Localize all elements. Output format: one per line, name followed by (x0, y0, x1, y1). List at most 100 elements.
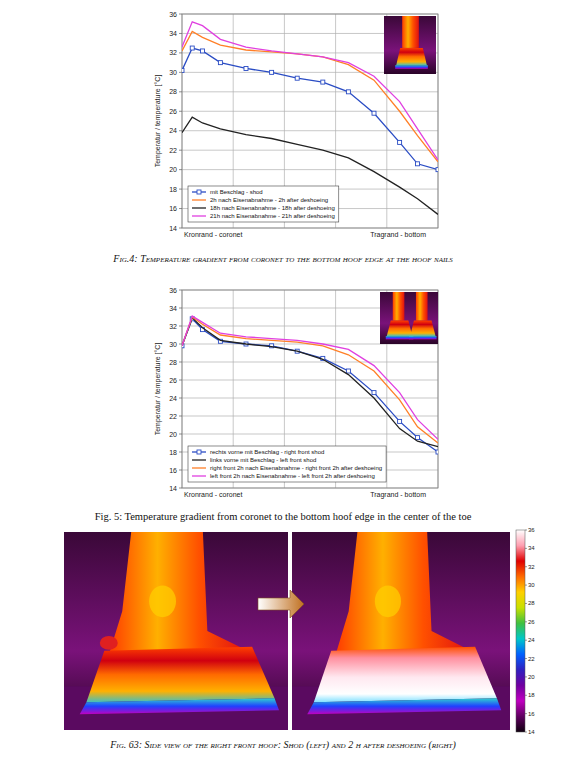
inset-thermal (384, 16, 436, 74)
tick-label: 28 (169, 88, 177, 95)
tick-mark (179, 130, 182, 131)
series-marker (200, 49, 204, 53)
series-marker (346, 369, 350, 373)
thermal-photo (292, 532, 510, 730)
tick-label: 34 (169, 30, 177, 37)
tick-mark (179, 290, 182, 291)
inset-rim (395, 65, 428, 68)
tick-label: 22 (169, 413, 177, 420)
tick-label: 26 (169, 377, 177, 384)
legend-swatch (192, 199, 206, 200)
chart: 141618202224262830323436Temperatur / tem… (154, 11, 440, 240)
series-line (182, 32, 438, 162)
colorbar-tick (525, 676, 527, 677)
axis-end-label: Tragrand - bottom (370, 491, 426, 499)
tick-mark (179, 326, 182, 327)
tick-mark (179, 470, 182, 471)
colorbar-tick (525, 695, 527, 696)
caption: Fig. 63: Side view of the right front ho… (109, 739, 456, 751)
tick-label: 24 (169, 395, 177, 402)
inset-hoof (410, 321, 436, 337)
axis-end-label: Kronrand - coronet (184, 491, 242, 498)
photo-tendon (149, 585, 176, 617)
legend-swatch (192, 215, 206, 216)
tick-label: 14 (169, 225, 177, 232)
axis-end-label: Kronrand - coronet (184, 231, 242, 238)
series-line (182, 318, 438, 447)
photo-hoof-rim (307, 698, 501, 714)
legend-swatch (197, 450, 201, 454)
grid-line (182, 434, 438, 435)
grid-line (182, 362, 438, 363)
tick-label: 20 (169, 431, 177, 438)
colorbar-label: 14 (528, 729, 535, 735)
series-marker (321, 80, 325, 84)
tick-mark (179, 228, 182, 229)
inset-rim (409, 336, 437, 339)
legend: mit Beschlag - shod2h nach Eisenabnahme … (188, 186, 339, 222)
colorbar-label: 18 (528, 692, 535, 698)
tick-mark (179, 14, 182, 15)
grid-line (182, 416, 438, 417)
legend-label: right front 2h nach Eisenabnahme - right… (210, 465, 382, 471)
grid-line (182, 380, 438, 381)
tick-mark (179, 434, 182, 435)
colorbar-tick (525, 566, 527, 567)
tick-mark (179, 208, 182, 209)
series-marker (372, 391, 376, 395)
axis-end-label: Tragrand - bottom (370, 231, 426, 239)
series-line (182, 319, 438, 452)
axis-title: Temperatur / temperature [°C] (154, 343, 162, 436)
series-marker (218, 61, 222, 65)
tick-label: 24 (169, 127, 177, 134)
tick-mark (179, 344, 182, 345)
tick-label: 16 (169, 205, 177, 212)
tick-mark (179, 111, 182, 112)
tick-label: 14 (169, 485, 177, 492)
photo-hoof-rim (80, 698, 279, 714)
grid-line (182, 130, 438, 131)
colorbar-tick (525, 640, 527, 641)
tick-label: 16 (169, 467, 177, 474)
caption: Fig. 5: Temperature gradient from corone… (95, 511, 472, 522)
tick-label: 26 (169, 108, 177, 115)
inset-leg (402, 16, 419, 48)
series-marker (346, 90, 350, 94)
inset-leg (416, 292, 428, 321)
series-marker (398, 419, 402, 423)
data-group (182, 316, 438, 454)
chart: 141618202224262830323436Temperatur / tem… (154, 287, 440, 500)
inset-hoof (396, 48, 427, 65)
colorbar-tick (525, 713, 527, 714)
series-marker (295, 76, 299, 80)
legend-label: left front 2h nach Eisenabnahme - left f… (210, 473, 375, 479)
colorbar-label: 34 (528, 545, 535, 551)
colorbar-label: 20 (528, 674, 535, 680)
colorbar-tick (525, 732, 527, 733)
tick-label: 22 (169, 147, 177, 154)
legend: rechts vorne mit Beschlag - right front … (188, 446, 386, 482)
colorbar-tick (525, 658, 527, 659)
grid-line (182, 398, 438, 399)
colorbar-tick (525, 548, 527, 549)
series-marker (244, 66, 248, 70)
photo-hoof (86, 647, 274, 702)
inset-hoof (387, 321, 413, 337)
tick-mark (179, 416, 182, 417)
tick-mark (179, 91, 182, 92)
tick-label: 34 (169, 305, 177, 312)
colorbar-label: 32 (528, 564, 535, 570)
tick-mark (179, 150, 182, 151)
colorbar-label: 16 (528, 711, 535, 717)
thermal-photo (64, 532, 288, 730)
legend-box (188, 186, 339, 222)
tick-mark (179, 362, 182, 363)
photo-leg (109, 532, 248, 655)
grid-line (182, 150, 438, 151)
tick-mark (179, 380, 182, 381)
legend-swatch (197, 190, 201, 194)
series-line (182, 117, 438, 214)
colorbar-label: 30 (528, 582, 535, 588)
legend-swatch (192, 467, 206, 468)
tick-mark (179, 52, 182, 53)
